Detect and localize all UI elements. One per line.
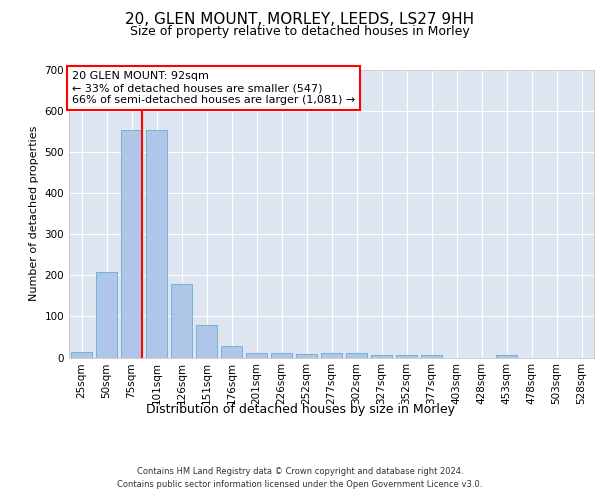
Bar: [321, 354, 342, 358]
Text: Contains HM Land Registry data © Crown copyright and database right 2024.: Contains HM Land Registry data © Crown c…: [137, 468, 463, 476]
Bar: [71, 352, 92, 358]
Text: 20, GLEN MOUNT, MORLEY, LEEDS, LS27 9HH: 20, GLEN MOUNT, MORLEY, LEEDS, LS27 9HH: [125, 12, 475, 28]
Bar: [146, 130, 167, 358]
Bar: [171, 284, 192, 358]
Bar: [246, 352, 267, 358]
Text: Size of property relative to detached houses in Morley: Size of property relative to detached ho…: [130, 25, 470, 38]
Text: 20 GLEN MOUNT: 92sqm
← 33% of detached houses are smaller (547)
66% of semi-deta: 20 GLEN MOUNT: 92sqm ← 33% of detached h…: [71, 72, 355, 104]
Bar: [96, 272, 117, 358]
Text: Distribution of detached houses by size in Morley: Distribution of detached houses by size …: [146, 402, 455, 415]
Bar: [421, 356, 442, 358]
Y-axis label: Number of detached properties: Number of detached properties: [29, 126, 39, 302]
Bar: [371, 354, 392, 358]
Bar: [496, 356, 517, 358]
Bar: [296, 354, 317, 358]
Text: Contains public sector information licensed under the Open Government Licence v3: Contains public sector information licen…: [118, 480, 482, 489]
Bar: [346, 354, 367, 358]
Bar: [271, 353, 292, 358]
Bar: [396, 356, 417, 358]
Bar: [221, 346, 242, 358]
Bar: [121, 130, 142, 358]
Bar: [196, 326, 217, 358]
